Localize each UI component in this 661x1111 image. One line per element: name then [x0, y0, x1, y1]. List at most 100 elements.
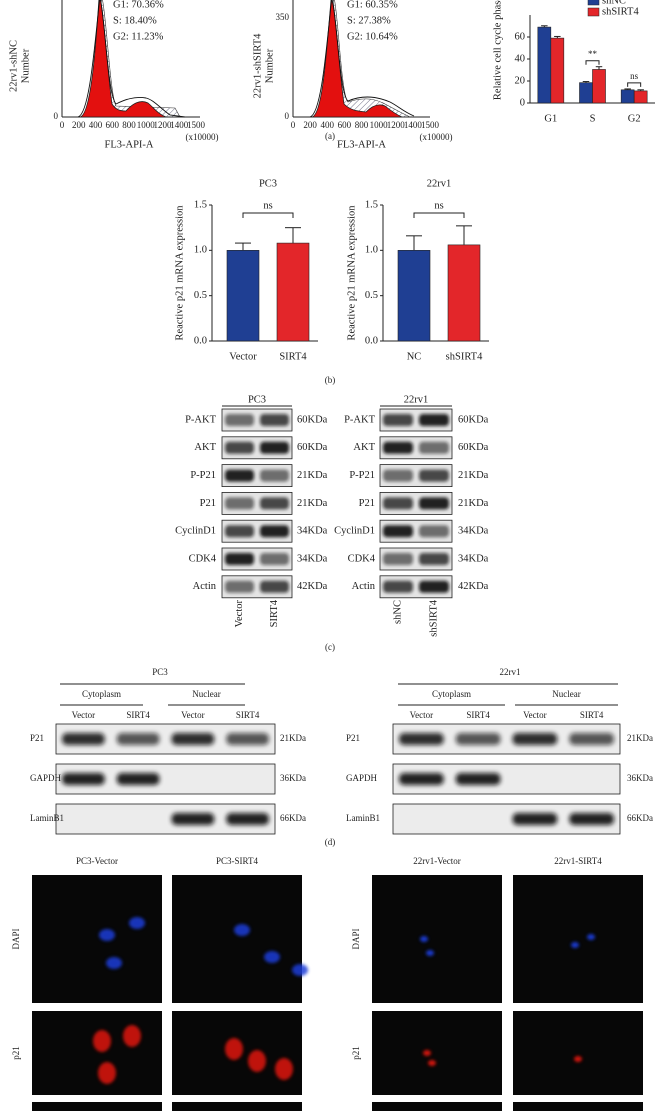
- x-tick-label: 200: [72, 120, 86, 130]
- blot-band: [455, 733, 501, 745]
- significance-label: **: [588, 49, 598, 59]
- row-label: DAPI: [11, 928, 21, 949]
- protein-label: CyclinD1: [175, 526, 216, 537]
- micrograph: [372, 1102, 502, 1111]
- blot-band: [171, 733, 215, 745]
- bar: [276, 242, 310, 342]
- micrograph: [513, 875, 643, 1003]
- x-tick-label: 0: [291, 120, 296, 130]
- bar: [592, 69, 606, 104]
- protein-label: Actin: [193, 581, 217, 592]
- protein-label: P21: [359, 498, 375, 509]
- x-tick-label: 1500: [421, 120, 440, 130]
- micrograph: [513, 1011, 643, 1095]
- flow-y-label: Number: [20, 48, 31, 83]
- x-tick-label: 600: [338, 120, 352, 130]
- y-tick-label: 40: [515, 53, 526, 64]
- x-tick-label: 1000: [370, 120, 389, 130]
- x-tick-label: G2: [628, 113, 641, 124]
- chart-title: 22rv1: [427, 178, 452, 189]
- lane-label: Vector: [410, 710, 434, 720]
- size-label: 34KDa: [458, 526, 489, 537]
- blot-band: [399, 773, 444, 785]
- size-label: 21KDa: [627, 733, 653, 743]
- blot-band: [225, 553, 254, 565]
- x-tick-label: S: [590, 113, 596, 124]
- protein-label: P21: [346, 733, 360, 743]
- y-axis-label: Reactive p21 mRNA expression: [346, 205, 357, 341]
- blot-band: [419, 441, 449, 454]
- micrograph: [32, 1011, 162, 1095]
- phase-stat: G2: 11.23%: [113, 31, 164, 42]
- significance-bracket: [627, 82, 642, 87]
- cell: [264, 951, 280, 963]
- fraction-label: Cytoplasm: [432, 689, 471, 699]
- size-label: 34KDa: [458, 553, 489, 564]
- micrograph: [372, 1011, 502, 1095]
- blot-band: [383, 469, 413, 482]
- blot-band: [383, 441, 413, 454]
- x-tick-label: 600: [106, 120, 120, 130]
- phase-stat: G1: 60.35%: [347, 0, 398, 10]
- flow-y-label: 22rv1-shNC: [8, 40, 19, 92]
- micrograph: [32, 875, 162, 1003]
- x-tick-label: 400: [321, 120, 335, 130]
- protein-label: P-P21: [349, 470, 375, 481]
- micrograph: [372, 875, 502, 1003]
- x-tick-label: 1200: [387, 120, 406, 130]
- significance-label: ns: [263, 200, 272, 211]
- blot-title: 22rv1: [500, 667, 521, 677]
- x-tick-label: 1000: [137, 120, 156, 130]
- chart-title: PC3: [259, 178, 277, 189]
- panel-label: (c): [325, 642, 335, 652]
- protein-label: Actin: [352, 581, 376, 592]
- micrograph: [32, 1102, 162, 1111]
- blot-band: [225, 497, 254, 510]
- legend-swatch: [587, 0, 600, 6]
- blot-band: [62, 733, 105, 745]
- y-tick-label: 1.5: [365, 199, 378, 210]
- protein-label: LaminB1: [346, 813, 380, 823]
- flow-fit-line: [77, 0, 186, 118]
- y-tick-label: 0.0: [365, 335, 378, 346]
- y-tick-label: 0.5: [194, 290, 207, 301]
- blot-band: [171, 813, 215, 825]
- protein-label: AKT: [353, 442, 375, 453]
- lane-label: SIRT4: [580, 710, 604, 720]
- blot-band: [383, 525, 413, 538]
- significance-bracket: [242, 212, 294, 218]
- cell: [275, 1058, 293, 1080]
- panel-label: (b): [325, 375, 336, 385]
- micrograph: [513, 1102, 643, 1111]
- x-tick-label: 800: [355, 120, 369, 130]
- protein-label: P21: [200, 498, 216, 509]
- size-label: 21KDa: [458, 470, 489, 481]
- cell: [571, 942, 579, 948]
- blot-band: [455, 773, 501, 785]
- flow-y-label: 22rv1-shSIRT4: [252, 33, 263, 98]
- blot-band: [260, 580, 289, 593]
- x-tick-label: SIRT4: [279, 351, 307, 362]
- x-tick-label: 1200: [154, 120, 173, 130]
- blot-title: 22rv1: [404, 394, 429, 405]
- lane-label: Vector: [523, 710, 547, 720]
- blot-band: [260, 525, 289, 538]
- phase-stat: S: 27.38%: [347, 15, 391, 26]
- legend-label: shNC: [602, 0, 626, 6]
- x-tick-label: 0: [60, 120, 65, 130]
- blot-band: [419, 553, 449, 565]
- x-axis-label: FL3-API-A: [105, 139, 154, 150]
- protein-label: AKT: [194, 442, 216, 453]
- cell: [587, 934, 595, 940]
- lane-label: SIRT4: [236, 710, 260, 720]
- blot-band: [225, 414, 254, 426]
- blot-band: [419, 414, 449, 426]
- lane-label: SIRT4: [126, 710, 150, 720]
- protein-label: CyclinD1: [334, 526, 375, 537]
- y-tick-label: 1.0: [365, 245, 378, 256]
- lane-label: SIRT4: [269, 599, 280, 627]
- size-label: 60KDa: [297, 414, 328, 425]
- x-tick-label: Vector: [229, 351, 257, 362]
